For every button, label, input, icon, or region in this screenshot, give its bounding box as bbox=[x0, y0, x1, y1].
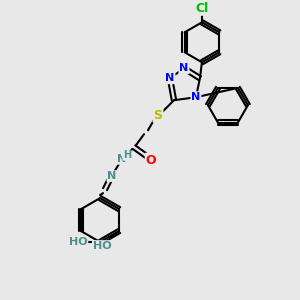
Text: HO: HO bbox=[93, 241, 111, 251]
Text: N: N bbox=[191, 92, 201, 102]
Text: N: N bbox=[179, 63, 189, 73]
Text: H: H bbox=[123, 150, 131, 160]
Text: O: O bbox=[146, 154, 156, 167]
Text: HO: HO bbox=[69, 237, 87, 247]
Text: N: N bbox=[107, 171, 117, 181]
Text: S: S bbox=[154, 109, 163, 122]
Text: N: N bbox=[117, 154, 127, 164]
Text: Cl: Cl bbox=[195, 2, 208, 15]
Text: N: N bbox=[165, 73, 175, 83]
